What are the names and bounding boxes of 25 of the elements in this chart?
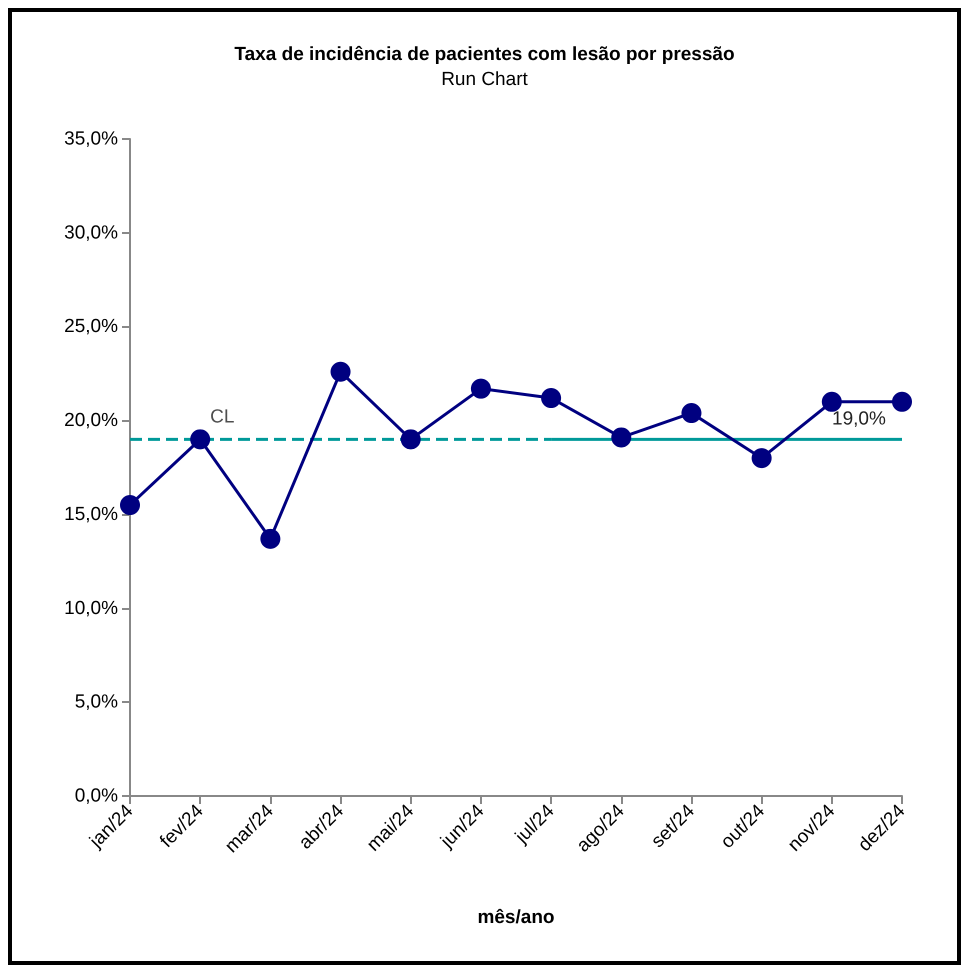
point (892, 392, 912, 412)
point (260, 528, 280, 549)
point (400, 429, 421, 450)
point (470, 378, 491, 399)
point (190, 429, 210, 450)
y-tick-label: 5,0% (74, 692, 118, 713)
point (120, 495, 140, 516)
y-tick-label: 0,0% (74, 786, 118, 806)
data-label: 19,0% (832, 408, 886, 430)
point (752, 448, 772, 468)
y-tick-label: 25,0% (64, 316, 118, 338)
y-tick-label: 35,0% (64, 128, 118, 150)
y-tick-label: 30,0% (64, 222, 118, 244)
y-tick-label: 20,0% (64, 410, 118, 432)
point (822, 392, 842, 412)
chart-title: Taxa de incidência de pacientes com lesão por pressão (234, 44, 735, 65)
point (541, 388, 562, 408)
x-axis-title: mês/ano (477, 907, 555, 928)
y-tick-label: 10,0% (64, 598, 118, 619)
point (681, 403, 702, 424)
point (611, 427, 632, 448)
chart-subtitle: Run Chart (441, 69, 529, 90)
annotation: CL (210, 406, 234, 428)
point (330, 362, 351, 382)
y-tick-label: 15,0% (64, 504, 118, 525)
